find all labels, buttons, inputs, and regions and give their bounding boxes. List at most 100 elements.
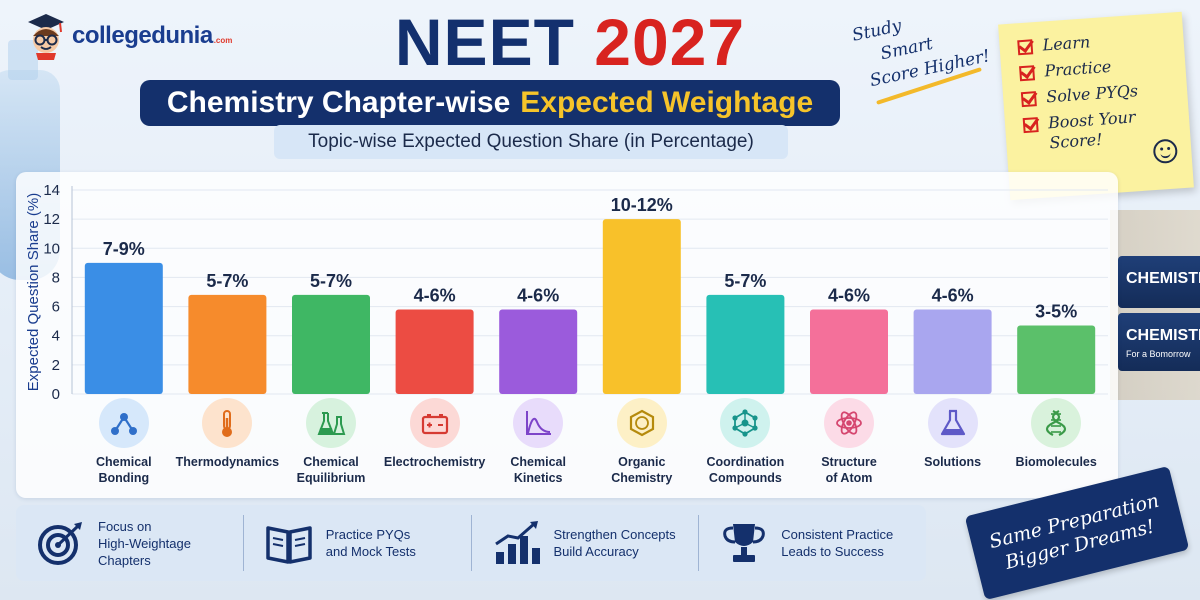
bar-value-label: 4-6% (414, 285, 456, 305)
growth-chart-icon (494, 521, 540, 564)
y-tick-label: 10 (43, 240, 60, 257)
bar (706, 294, 785, 394)
category-label: Organic Chemistry (611, 455, 673, 485)
bar (499, 309, 578, 394)
y-tick-label: 8 (52, 269, 60, 286)
book-spine-text: CHEMISTRY (1126, 327, 1200, 344)
atom-icon (824, 398, 874, 448)
dna-icon (1031, 398, 1082, 448)
tip-line: Strengthen Concepts (553, 527, 676, 542)
bar-value-label: 5-7% (724, 271, 766, 291)
y-tick-label: 2 (52, 357, 60, 374)
category-label: Biomolecules (1015, 455, 1097, 469)
category-label: Chemical Kinetics (510, 455, 566, 485)
conical-flask-icon (927, 398, 978, 448)
title-year: 2027 (594, 5, 746, 79)
molecule-icon (98, 398, 149, 448)
category-label: Structure of Atom (821, 455, 877, 485)
tip-line: Practice PYQs (325, 527, 411, 542)
category-item: Chemical Bonding (69, 398, 179, 486)
trophy-icon (723, 524, 766, 562)
tip-focus: Focus on High-Weightage Chapters (16, 515, 243, 571)
tip-line: Build Accuracy (553, 544, 639, 559)
category-item: Organic Chemistry (587, 398, 697, 486)
tip-practice: Practice PYQs and Mock Tests (242, 515, 471, 571)
sticky-item-label: Learn (1041, 32, 1091, 55)
brand-name: collegedunia (72, 22, 213, 49)
curve-graph-icon (513, 398, 564, 448)
target-icon (38, 522, 82, 565)
category-item: Electrochemistry (380, 398, 490, 470)
book-spine-subtext: For a Bomorrow (1126, 349, 1191, 359)
bar-value-label: 4-6% (932, 285, 974, 305)
page-title: NEET 2027 (260, 4, 880, 80)
category-item: Thermodynamics (172, 398, 282, 470)
bar-value-label: 4-6% (828, 285, 870, 305)
bar-value-label: 10-12% (611, 195, 673, 215)
category-label: Chemical Equilibrium (296, 455, 366, 485)
y-tick-label: 6 (52, 299, 60, 316)
check-icon (1019, 65, 1036, 82)
subtitle-banner: Chemistry Chapter-wise Expected Weightag… (140, 80, 840, 126)
check-icon (1017, 39, 1034, 56)
book-spine-text: CHEMISTRY (1126, 270, 1200, 287)
network-icon (720, 398, 771, 448)
sticky-item-label: Boost Your Score! (1047, 107, 1137, 153)
chemistry-book-1: CHEMISTRY (1118, 256, 1200, 308)
open-book-icon (266, 526, 312, 564)
y-tick-label: 14 (43, 182, 60, 199)
tip-line: Consistent Practice (781, 527, 894, 542)
sticky-item-label: Solve PYQs (1045, 81, 1139, 107)
tip-line: Focus on (98, 518, 152, 534)
bar (1017, 325, 1096, 394)
benzene-ring-icon (616, 398, 667, 448)
sticky-item: Learn (1017, 26, 1174, 57)
subtitle-highlight: Expected Weightage (520, 86, 814, 119)
category-item: Chemical Kinetics (483, 398, 593, 486)
category-label: Electrochemistry (383, 455, 486, 469)
tip-line: Leads to Success (781, 544, 884, 559)
check-icon (1022, 117, 1039, 134)
bar-value-label: 7-9% (103, 239, 145, 259)
tip-consistent: Consistent Practice Leads to Success (698, 515, 926, 571)
sticky-item: Solve PYQs (1020, 78, 1178, 109)
mascot-icon (28, 14, 64, 60)
category-row: Chemical Bonding Thermodynamics Chemical E… (16, 398, 1118, 498)
bar (602, 219, 681, 394)
sticky-item: Practice (1019, 52, 1176, 83)
category-label: Thermodynamics (175, 455, 280, 469)
tip-line: High-Weightage Chapters (98, 535, 191, 568)
thermometer-icon (202, 398, 253, 448)
bar-value-label: 3-5% (1035, 302, 1077, 322)
title-exam: NEET (394, 5, 575, 79)
tip-line: and Mock Tests (325, 544, 416, 559)
category-label: Chemical Bonding (96, 455, 152, 485)
bar (810, 309, 888, 394)
bar (84, 262, 163, 394)
chemistry-book-2: CHEMISTRY For a Bomorrow (1118, 313, 1200, 371)
y-tick-label: 4 (52, 328, 60, 345)
smiley-icon (1152, 138, 1179, 165)
category-item: Biomolecules (1001, 398, 1111, 470)
check-icon (1020, 91, 1037, 108)
brand-suffix: .com (213, 35, 233, 45)
bar-value-label: 5-7% (206, 271, 248, 291)
chart-caption: Topic-wise Expected Question Share (in P… (274, 125, 788, 159)
tips-strip: Focus on High-Weightage Chapters Practice… (16, 505, 926, 581)
brand-logo[interactable]: collegedunia .com (24, 12, 232, 60)
flasks-icon (306, 398, 356, 448)
tip-strengthen: Strengthen Concepts Build Accuracy (470, 515, 699, 571)
bar-value-label: 5-7% (310, 271, 352, 291)
bar-value-label: 4-6% (517, 285, 559, 305)
y-tick-label: 12 (43, 211, 60, 228)
bar (913, 309, 992, 394)
sticky-item-label: Practice (1043, 56, 1112, 81)
category-item: Solutions (898, 398, 1008, 470)
category-item: Chemical Equilibrium (276, 398, 386, 486)
subtitle-main: Chemistry Chapter-wise (166, 86, 511, 119)
category-item: Coordination Compounds (690, 398, 800, 486)
y-tick-label: 0 (52, 386, 60, 403)
category-item: Structure of Atom (794, 398, 904, 486)
category-label: Coordination Compounds (706, 455, 785, 485)
